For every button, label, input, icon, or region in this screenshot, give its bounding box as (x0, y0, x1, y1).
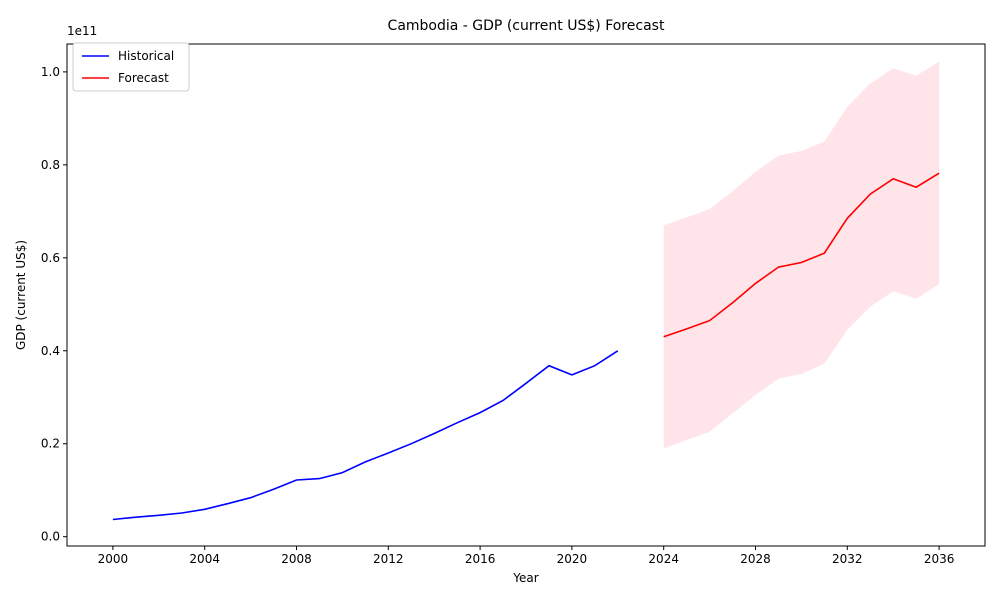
y-axis-title: GDP (current US$) (14, 240, 28, 350)
x-tick-label: 2016 (465, 552, 496, 566)
forecast-confidence-band-layer (663, 61, 940, 449)
plot-frame (66, 43, 986, 547)
x-tick-label: 2032 (832, 552, 863, 566)
legend-label: Historical (118, 49, 174, 63)
y-tick-label: 0.0 (41, 530, 60, 544)
y-tick-label: 0.2 (41, 437, 60, 451)
x-tick-label: 2028 (740, 552, 771, 566)
legend-label: Forecast (118, 71, 169, 85)
x-axis: 2000 2004 2008 2012 2016 2020 2024 2028 2032 2036 (98, 546, 955, 566)
x-tick-label: 2012 (373, 552, 404, 566)
series-line-layer (112, 172, 940, 521)
x-tick-label: 2000 (98, 552, 129, 566)
legend: Historical Forecast (72, 42, 190, 92)
chart-title: Cambodia - GDP (current US$) Forecast (388, 18, 665, 34)
y-tick-label: 0.8 (41, 158, 60, 172)
historical-series-line (112, 350, 619, 521)
x-tick-label: 2004 (189, 552, 220, 566)
y-axis: 0.0 0.2 0.4 0.6 0.8 1.0 (41, 65, 67, 544)
x-tick-label: 2008 (281, 552, 312, 566)
x-tick-label: 2024 (648, 552, 679, 566)
y-tick-label: 0.4 (41, 344, 60, 358)
forecast-series-line (663, 172, 940, 338)
y-tick-label: 0.6 (41, 251, 60, 265)
x-axis-title: Year (512, 571, 538, 585)
forecast-confidence-band (663, 61, 940, 449)
legend-box (72, 42, 190, 92)
x-tick-label: 2020 (557, 552, 588, 566)
y-tick-label: 1.0 (41, 65, 60, 79)
y-offset-label: 1e11 (67, 24, 97, 38)
x-tick-label: 2036 (924, 552, 955, 566)
